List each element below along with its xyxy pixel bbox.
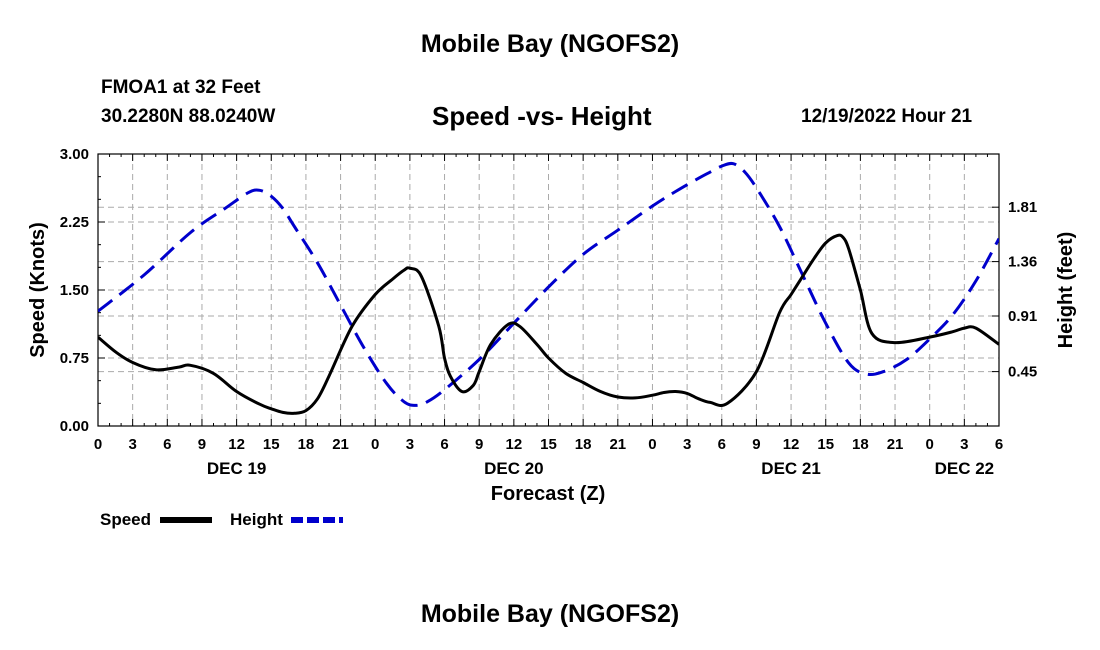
day-label: DEC 19	[207, 459, 267, 478]
x-tick-label: 18	[852, 436, 869, 453]
x-tick-label: 12	[506, 436, 523, 453]
chart-title: Speed -vs- Height	[432, 101, 652, 131]
station-coordinates: 30.2280N 88.0240W	[101, 106, 276, 127]
y-left-tick-label: 0.75	[60, 350, 89, 367]
y-left-tick-label: 0.00	[60, 418, 89, 435]
x-tick-label: 9	[475, 436, 483, 453]
day-label: DEC 20	[484, 459, 544, 478]
x-tick-label: 3	[128, 436, 136, 453]
speed-series-line	[98, 233, 999, 415]
x-tick-label: 21	[609, 436, 626, 453]
x-tick-label: 3	[683, 436, 691, 453]
x-tick-label: 6	[440, 436, 448, 453]
legend-speed-label: Speed	[100, 510, 152, 529]
x-tick-label: 9	[198, 436, 206, 453]
x-tick-label: 0	[371, 436, 379, 453]
height-series-line	[98, 161, 999, 407]
y-axis-left-label: Speed (Knots)	[27, 222, 49, 358]
run-time-label: 12/19/2022 Hour 21	[801, 106, 973, 127]
x-tick-label: 6	[995, 436, 1003, 453]
x-tick-label: 6	[163, 436, 171, 453]
x-tick-label: 0	[648, 436, 656, 453]
x-tick-label: 3	[406, 436, 414, 453]
day-label: DEC 22	[935, 459, 995, 478]
x-tick-label: 15	[263, 436, 280, 453]
day-label: DEC 21	[761, 459, 821, 478]
y-axis-right-label: Height (feet)	[1055, 232, 1077, 349]
x-tick-label: 15	[540, 436, 557, 453]
x-tick-label: 12	[783, 436, 800, 453]
y-left-tick-label: 1.50	[60, 282, 89, 299]
x-tick-label: 12	[228, 436, 245, 453]
y-right-tick-label: 0.91	[1008, 308, 1037, 325]
y-right-tick-label: 1.36	[1008, 254, 1037, 271]
y-right-tick-label: 0.45	[1008, 364, 1037, 381]
x-tick-label: 15	[817, 436, 834, 453]
y-right-tick-label: 1.81	[1008, 199, 1037, 216]
y-left-tick-label: 2.25	[60, 214, 89, 231]
station-label: FMOA1 at 32 Feet	[101, 77, 261, 98]
x-tick-label: 21	[887, 436, 904, 453]
x-tick-label: 3	[960, 436, 968, 453]
x-tick-label: 6	[718, 436, 726, 453]
x-tick-label: 18	[575, 436, 592, 453]
legend-height-label: Height	[230, 510, 283, 529]
x-tick-label: 21	[332, 436, 349, 453]
x-tick-label: 0	[94, 436, 102, 453]
grid-layer	[98, 154, 999, 426]
main-title: Mobile Bay (NGOFS2)	[420, 30, 680, 58]
x-axis-label: Forecast (Z)	[491, 483, 605, 505]
x-tick-label: 0	[926, 436, 934, 453]
bottom-title: Mobile Bay (NGOFS2)	[420, 600, 680, 628]
axis-layer: 0 3 6 9 12 15 18 21 0 3 6 9 12 15 18 21 0 3 6 9 12 15 18 21 0 3 6D…	[60, 146, 1037, 478]
y-left-tick-label: 3.00	[60, 146, 89, 163]
x-tick-label: 9	[752, 436, 760, 453]
x-tick-label: 18	[298, 436, 315, 453]
